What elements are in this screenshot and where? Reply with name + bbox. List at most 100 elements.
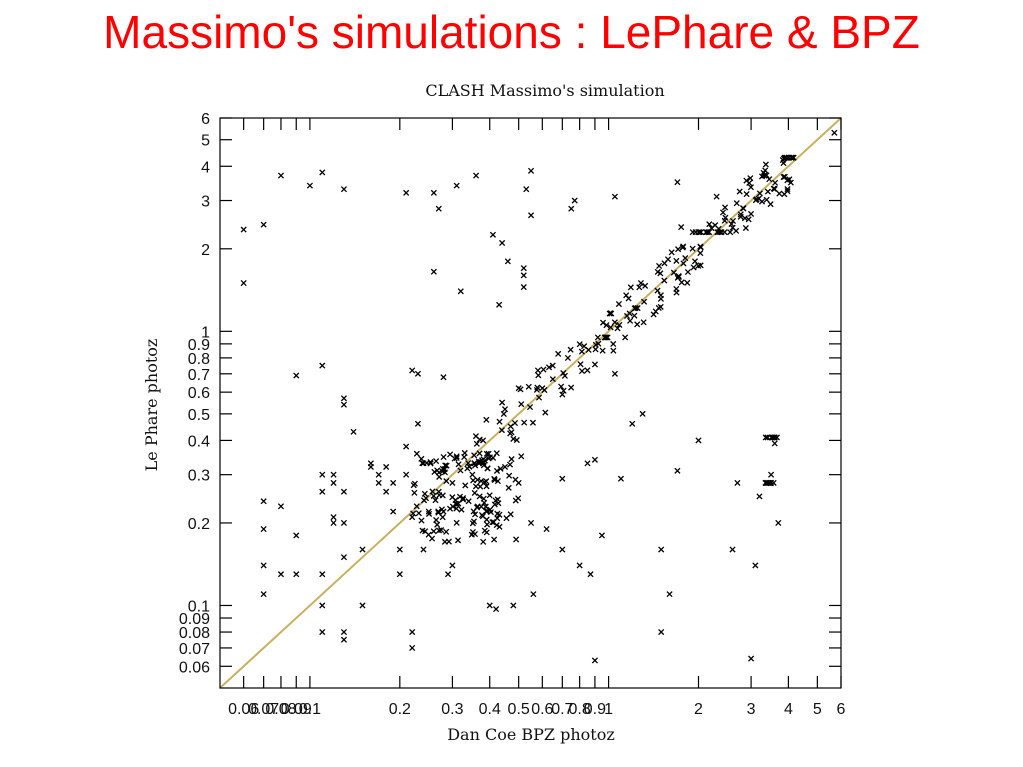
data-point xyxy=(495,500,502,507)
data-point xyxy=(478,477,485,485)
data-point xyxy=(481,527,488,534)
data-point xyxy=(526,403,534,411)
data-point xyxy=(762,161,769,168)
data-point xyxy=(689,245,696,252)
data-point xyxy=(631,312,638,319)
data-point xyxy=(684,279,691,286)
data-point xyxy=(429,535,436,542)
data-point xyxy=(293,532,300,539)
data-point xyxy=(752,562,759,569)
data-point xyxy=(535,372,542,379)
data-point xyxy=(453,505,460,512)
data-point xyxy=(695,262,702,269)
data-point xyxy=(293,372,300,379)
data-point xyxy=(584,460,591,467)
data-point xyxy=(639,410,646,417)
data-point xyxy=(523,186,530,193)
data-point xyxy=(425,510,433,517)
data-point xyxy=(418,517,425,524)
reference-line-layer xyxy=(219,117,842,689)
data-point xyxy=(616,321,623,328)
data-point xyxy=(517,386,524,393)
data-point xyxy=(511,420,519,427)
data-point xyxy=(500,410,507,418)
data-point xyxy=(697,250,704,257)
x-tick-label: 0.1 xyxy=(299,701,321,718)
y-tick-label: 0.1 xyxy=(188,598,210,615)
data-point xyxy=(449,479,456,486)
data-point xyxy=(433,516,440,524)
data-point xyxy=(675,246,682,253)
x-tick-label: 0.8 xyxy=(569,701,591,718)
data-point xyxy=(507,430,514,437)
data-point xyxy=(330,471,337,478)
data-point xyxy=(458,506,465,513)
data-point xyxy=(430,189,437,196)
data-point xyxy=(761,172,768,179)
data-point xyxy=(739,205,747,212)
data-point xyxy=(340,395,348,402)
data-point xyxy=(429,488,436,495)
data-point xyxy=(449,562,456,569)
data-point xyxy=(576,341,583,348)
data-point xyxy=(657,295,664,302)
data-point xyxy=(452,497,459,504)
data-point xyxy=(486,492,493,499)
data-point xyxy=(493,467,501,474)
x-tick-label: 3 xyxy=(747,701,756,718)
data-point xyxy=(558,383,565,390)
data-point xyxy=(697,229,705,236)
data-point xyxy=(629,420,636,427)
data-point xyxy=(396,546,403,553)
data-point xyxy=(496,523,503,530)
data-point xyxy=(435,508,442,515)
x-tick-label: 0.3 xyxy=(441,701,463,718)
y-tick-label: 4 xyxy=(201,159,210,176)
data-point xyxy=(483,483,490,490)
data-point xyxy=(503,515,510,522)
data-point xyxy=(719,209,727,216)
data-point xyxy=(634,305,641,312)
data-point xyxy=(375,471,382,478)
x-tick-label: 0.4 xyxy=(479,701,501,718)
data-point xyxy=(603,334,610,341)
data-point xyxy=(549,362,556,369)
data-point xyxy=(762,434,769,441)
data-point xyxy=(611,370,618,377)
data-point xyxy=(443,528,450,535)
data-point xyxy=(695,229,702,236)
data-point xyxy=(420,546,427,553)
data-point xyxy=(549,376,556,383)
data-point xyxy=(340,488,348,495)
data-point xyxy=(673,289,680,296)
data-point xyxy=(319,602,326,609)
data-point xyxy=(706,229,713,236)
data-point xyxy=(748,655,755,662)
data-point xyxy=(518,401,525,408)
data-point xyxy=(410,510,417,517)
data-point xyxy=(505,484,512,491)
data-point xyxy=(330,479,337,486)
data-point xyxy=(513,436,520,444)
data-point xyxy=(430,492,437,499)
data-point xyxy=(465,459,472,467)
data-point xyxy=(571,197,578,204)
data-point xyxy=(390,508,397,515)
data-point xyxy=(496,418,503,425)
data-point xyxy=(771,185,778,193)
x-tick-label: 0.09 xyxy=(281,701,312,718)
data-point xyxy=(482,503,489,510)
data-point xyxy=(783,154,790,161)
x-tick-label: 0.08 xyxy=(265,701,296,718)
data-point xyxy=(758,198,766,205)
data-point xyxy=(340,636,348,643)
data-point xyxy=(499,239,506,247)
data-point xyxy=(491,501,498,508)
data-point xyxy=(413,450,420,457)
data-point xyxy=(747,210,755,217)
data-point xyxy=(340,628,348,636)
data-point xyxy=(716,229,724,236)
data-point xyxy=(506,472,513,479)
data-point xyxy=(497,465,504,472)
data-point xyxy=(675,273,682,280)
